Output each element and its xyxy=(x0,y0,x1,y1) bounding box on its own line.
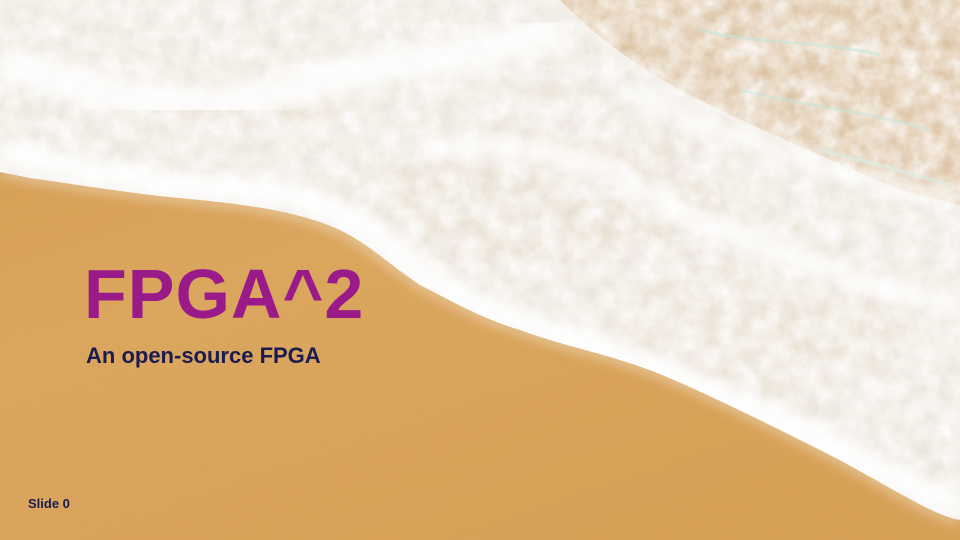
slide-title: FPGA^2 xyxy=(84,255,365,333)
slide-subtitle: An open-source FPGA xyxy=(86,343,321,368)
slide-number: Slide 0 xyxy=(28,496,70,511)
